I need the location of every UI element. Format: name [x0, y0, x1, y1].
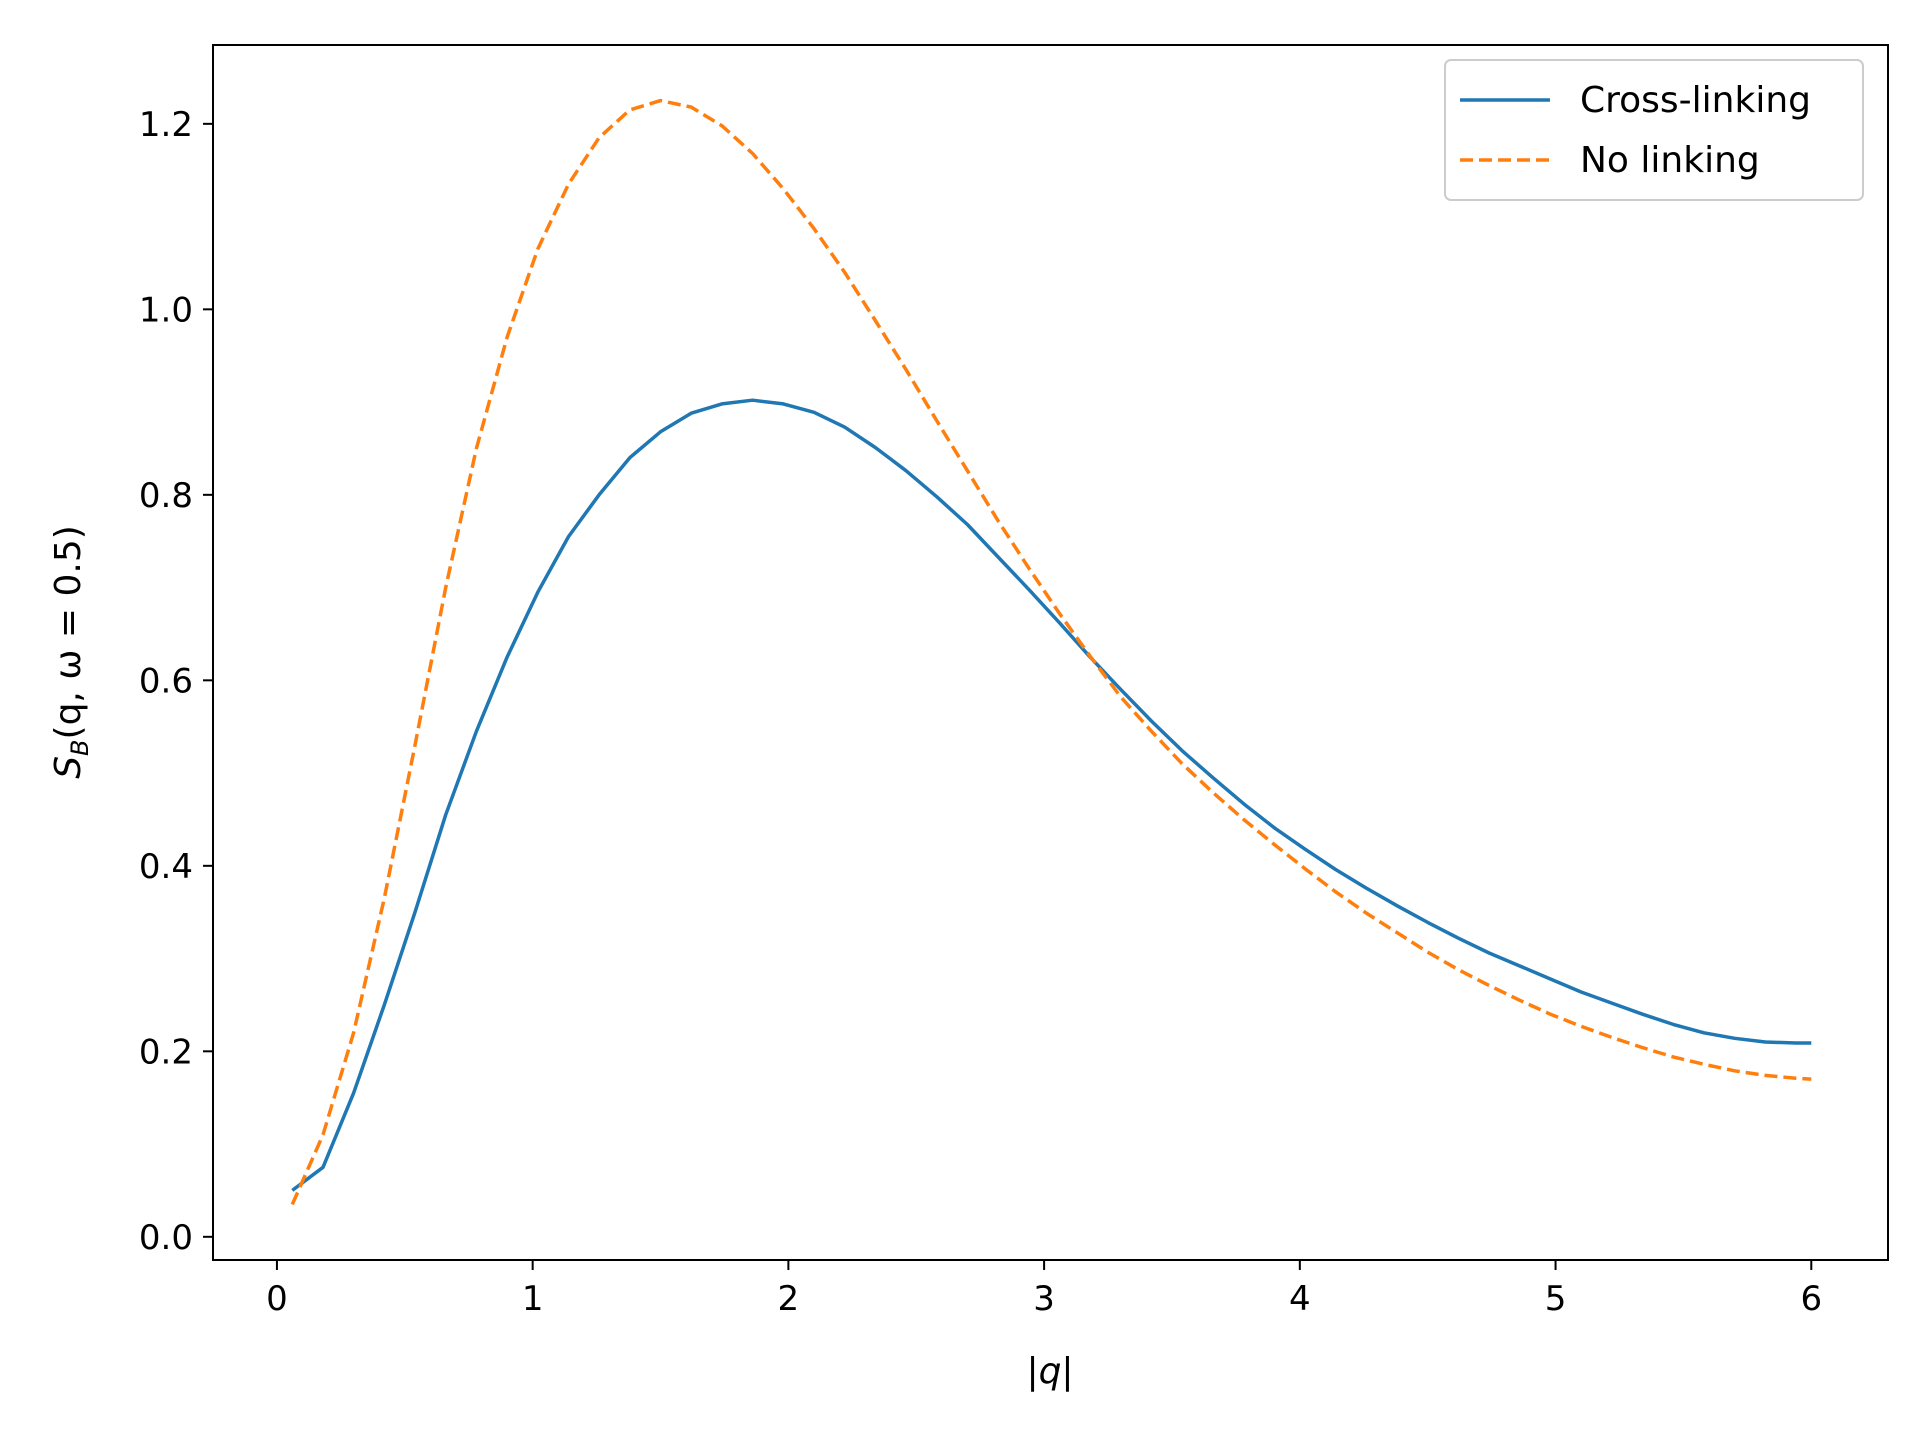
legend-box — [1444, 59, 1864, 201]
x-tick-label: 5 — [1545, 1279, 1567, 1319]
x-tick-label: 0 — [266, 1279, 288, 1319]
axes-frame — [212, 44, 1889, 1261]
x-axis-label: |q| — [1026, 1351, 1073, 1392]
y-tick-label: 0.4 — [139, 847, 193, 887]
x-tick-label: 4 — [1289, 1279, 1311, 1319]
x-tick-label: 6 — [1800, 1279, 1822, 1319]
x-tick-label: 3 — [1033, 1279, 1055, 1319]
series-line-cross-linking — [291, 398, 1812, 1192]
legend-label-cross-linking: Cross-linking — [1580, 80, 1811, 121]
y-tick-label: 0.6 — [139, 661, 193, 701]
series-line-no-linking — [290, 98, 1812, 1206]
legend: Cross-linking No linking — [1444, 59, 1864, 201]
x-axis: 0 1 2 3 4 5 6 — [266, 1260, 1822, 1319]
y-axis-label: SB(q, ω = 0.5) — [48, 525, 94, 779]
y-axis: 0.0 0.2 0.4 0.6 0.8 1.0 1.2 — [139, 105, 213, 1258]
y-tick-label: 0.0 — [139, 1218, 193, 1258]
y-tick-label: 1.0 — [139, 290, 193, 330]
x-tick-label: 1 — [522, 1279, 544, 1319]
y-tick-label: 0.2 — [139, 1032, 193, 1072]
x-tick-label: 2 — [778, 1279, 800, 1319]
y-tick-label: 0.8 — [139, 476, 193, 516]
series-layer — [290, 98, 1812, 1206]
legend-label-no-linking: No linking — [1580, 140, 1760, 181]
y-tick-label: 1.2 — [139, 105, 193, 145]
